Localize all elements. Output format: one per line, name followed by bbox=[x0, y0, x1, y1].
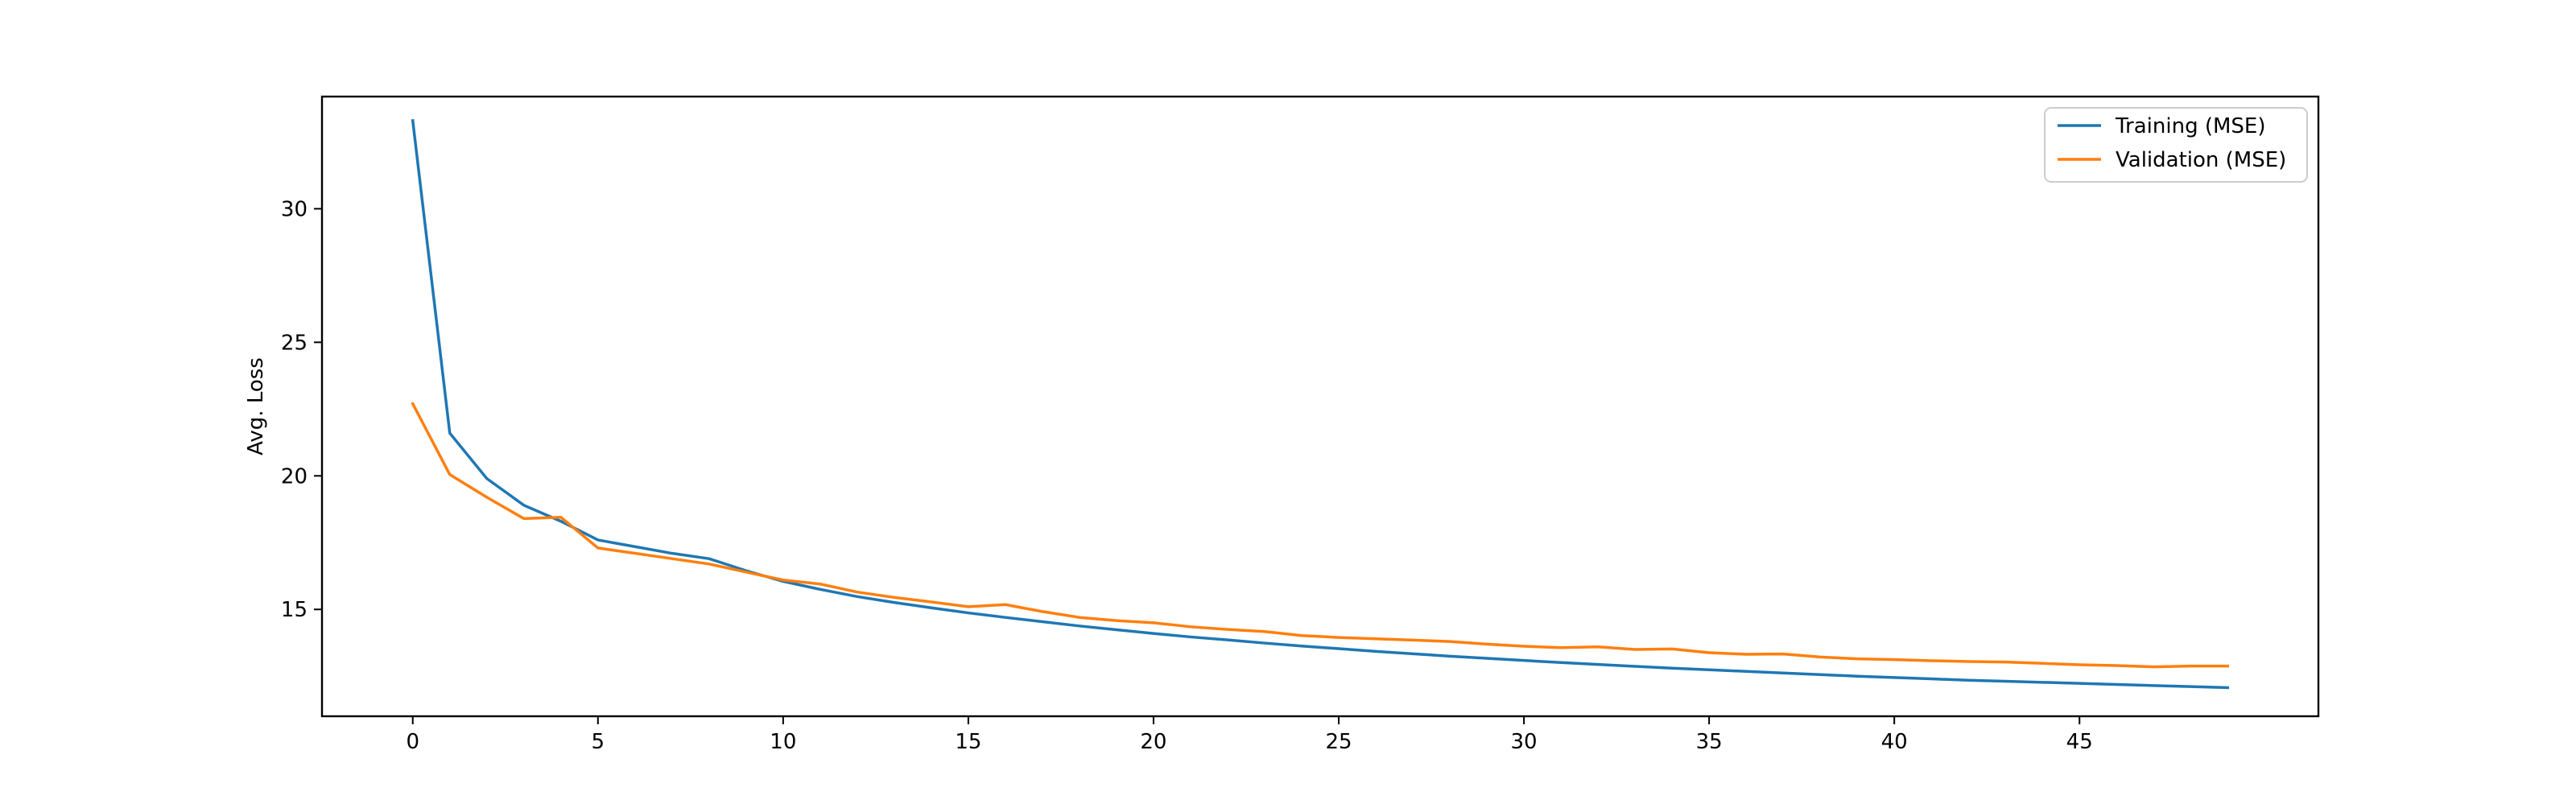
series-line-training bbox=[411, 118, 2230, 690]
x-tick-label-25: 25 bbox=[1325, 730, 1352, 754]
y-tick-label-15: 15 bbox=[281, 598, 308, 622]
y-tick-label-20: 20 bbox=[281, 464, 308, 489]
x-tick-label-5: 5 bbox=[592, 730, 605, 754]
y-axis: 15 20 25 30 bbox=[281, 197, 322, 622]
y-tick-label-25: 25 bbox=[281, 331, 308, 355]
legend-label-validation: Validation (MSE) bbox=[2116, 148, 2286, 172]
legend-box bbox=[2044, 107, 2308, 183]
plot-area bbox=[322, 97, 2318, 716]
x-tick-label-0: 0 bbox=[406, 730, 419, 754]
x-tick-label-10: 10 bbox=[770, 730, 796, 754]
x-axis: 0 5 10 15 20 25 30 35 40 45 bbox=[406, 716, 2093, 754]
y-tick-label-30: 30 bbox=[281, 197, 308, 221]
legend: Training (MSE) Validation (MSE) bbox=[2044, 107, 2308, 183]
x-tick-label-30: 30 bbox=[1511, 730, 1538, 754]
y-axis-label: Avg. Loss bbox=[244, 357, 268, 456]
x-tick-label-35: 35 bbox=[1696, 730, 1723, 754]
series-layer bbox=[411, 118, 2230, 690]
legend-label-training: Training (MSE) bbox=[2115, 114, 2266, 138]
series-line-validation bbox=[411, 402, 2230, 669]
plot-frame bbox=[320, 95, 2320, 718]
x-tick-label-15: 15 bbox=[955, 730, 981, 754]
x-tick-label-40: 40 bbox=[1881, 730, 1908, 754]
x-tick-label-20: 20 bbox=[1140, 730, 1166, 754]
x-tick-label-45: 45 bbox=[2066, 730, 2093, 754]
